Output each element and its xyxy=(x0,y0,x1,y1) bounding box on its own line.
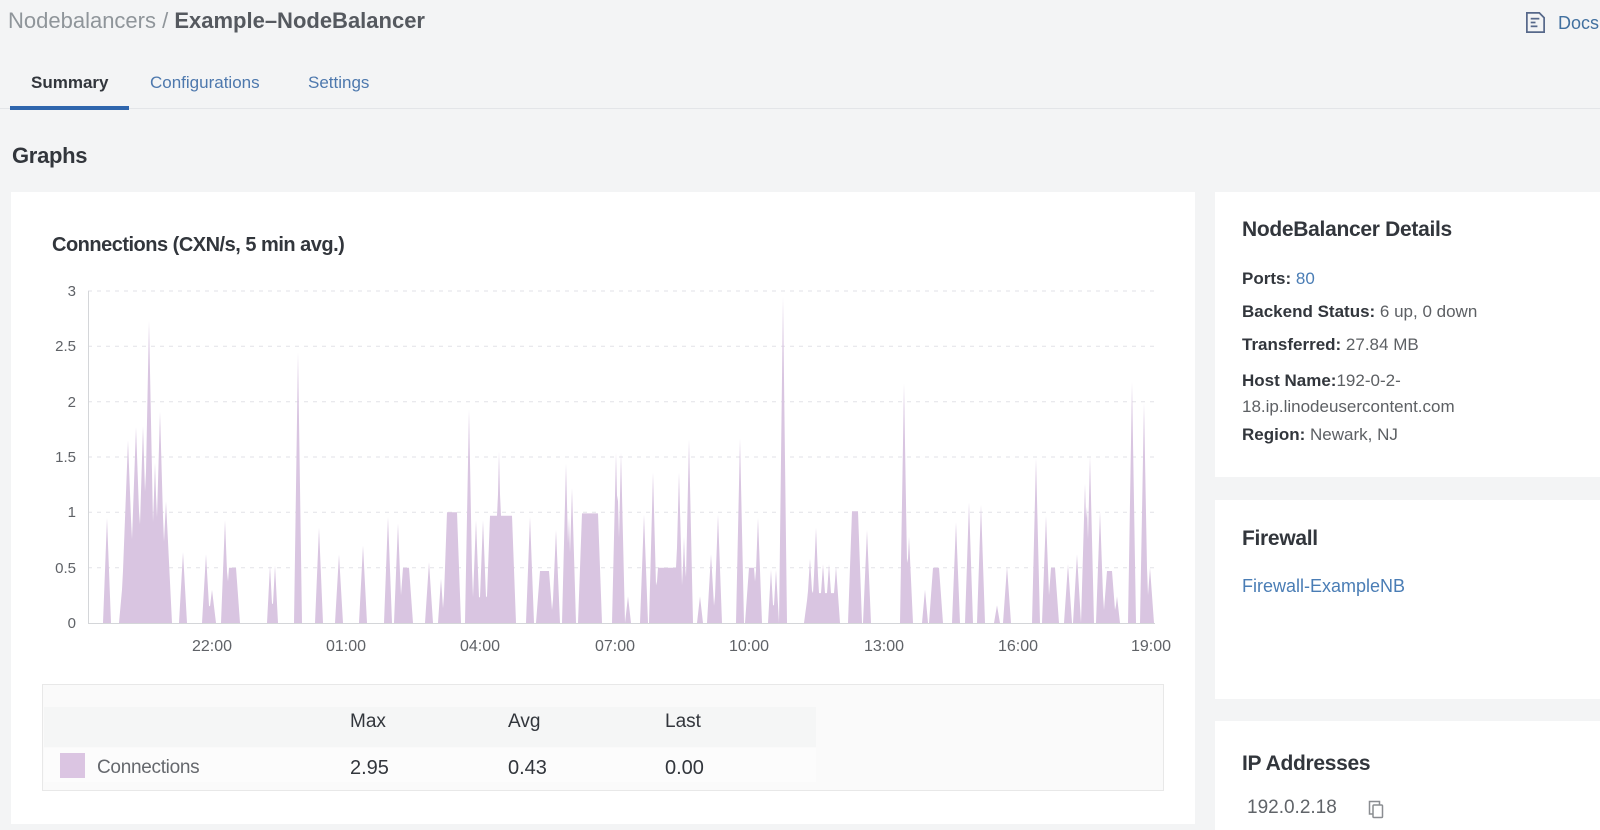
svg-text:1.5: 1.5 xyxy=(55,449,76,466)
svg-text:3: 3 xyxy=(68,283,76,300)
svg-text:2.5: 2.5 xyxy=(55,338,76,355)
svg-text:04:00: 04:00 xyxy=(460,638,500,655)
svg-text:13:00: 13:00 xyxy=(864,638,904,655)
svg-text:01:00: 01:00 xyxy=(326,638,366,655)
svg-text:10:00: 10:00 xyxy=(729,638,769,655)
svg-text:22:00: 22:00 xyxy=(192,638,232,655)
svg-text:0.5: 0.5 xyxy=(55,560,76,577)
svg-text:0: 0 xyxy=(68,615,76,632)
svg-text:1: 1 xyxy=(68,504,76,521)
svg-text:19:00: 19:00 xyxy=(1131,638,1171,655)
svg-text:07:00: 07:00 xyxy=(595,638,635,655)
svg-text:16:00: 16:00 xyxy=(998,638,1038,655)
svg-text:2: 2 xyxy=(68,394,76,411)
